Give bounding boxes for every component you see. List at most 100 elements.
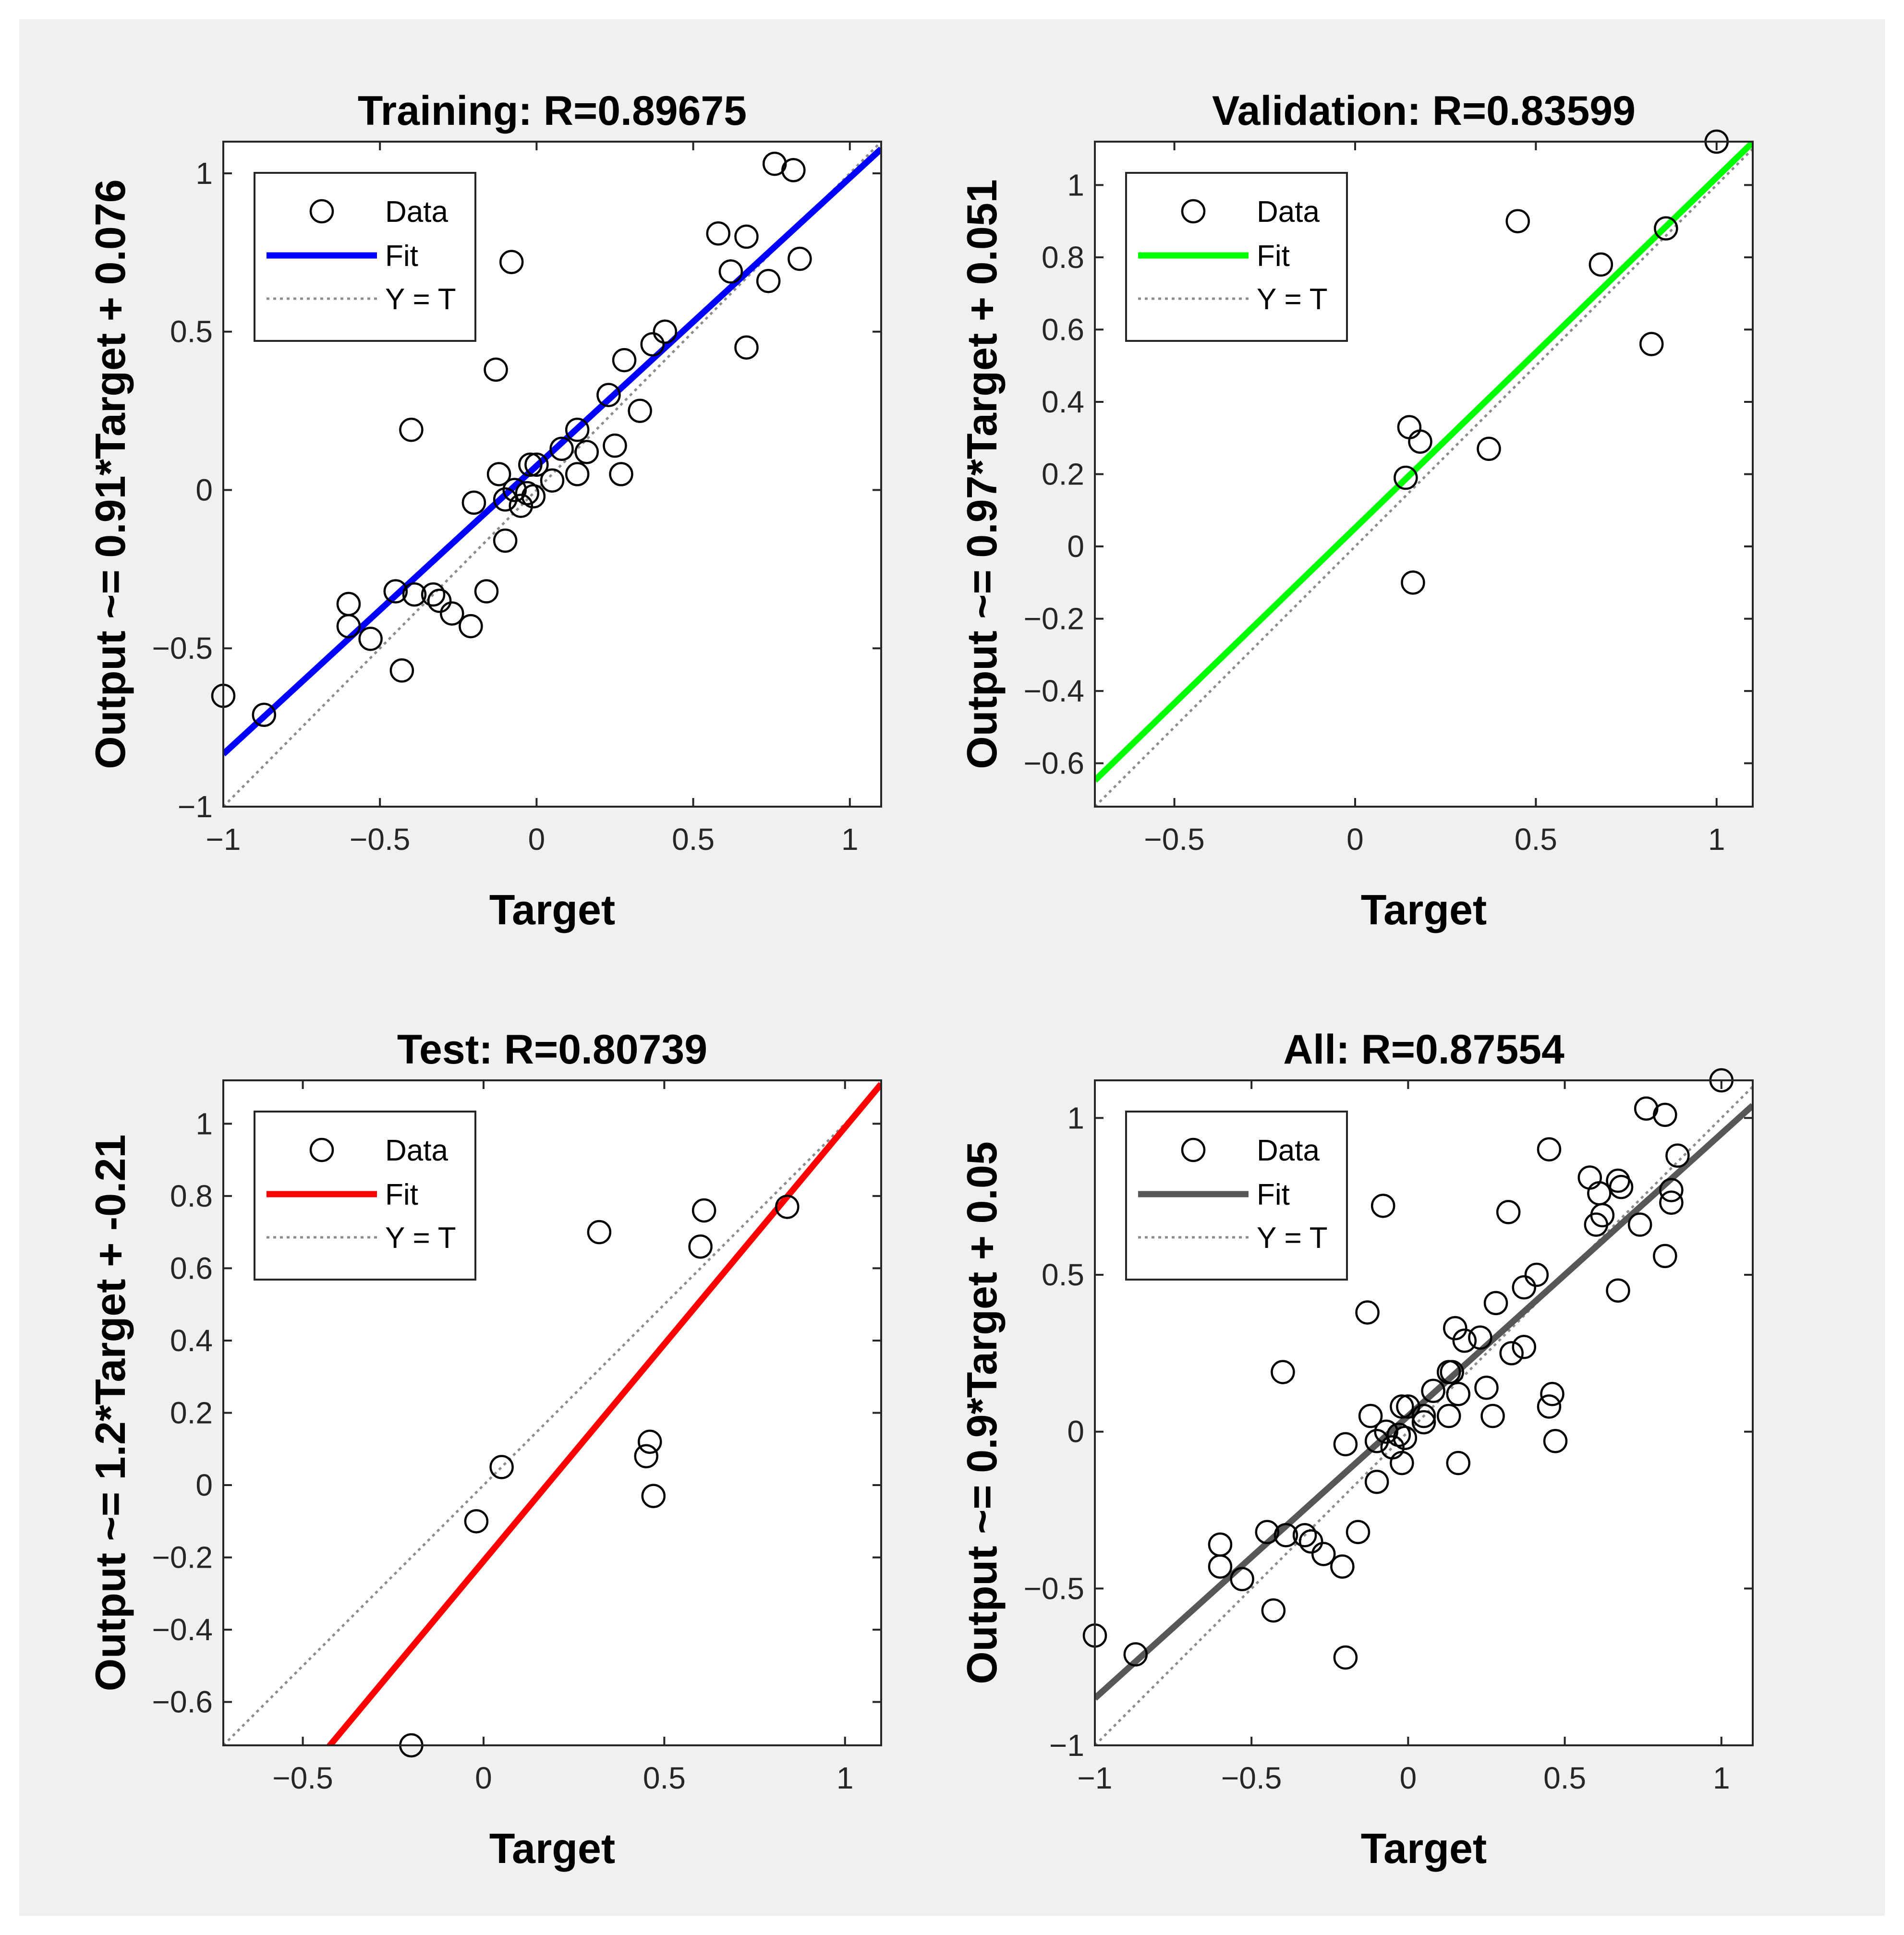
- data-point: [1440, 1360, 1464, 1384]
- legend-fit-label: Fit: [385, 240, 418, 273]
- legend: Data Fit Y = T: [254, 1111, 476, 1281]
- data-point: [596, 383, 621, 407]
- data-point: [1421, 1379, 1445, 1403]
- data-point: [402, 582, 427, 607]
- y-tick-label: −0.2: [152, 1540, 213, 1575]
- legend: Data Fit Y = T: [1125, 172, 1348, 342]
- fit-line: [326, 1082, 881, 1745]
- x-axis-label: Target: [489, 886, 615, 933]
- data-point: [461, 490, 486, 515]
- data-point: [756, 268, 781, 293]
- fit-line: [223, 146, 881, 757]
- identity-line: [1095, 1086, 1753, 1745]
- y-tick-label: 1: [1067, 168, 1084, 202]
- data-point: [1364, 1429, 1389, 1453]
- data-point: [540, 468, 565, 493]
- data-point: [1208, 1554, 1233, 1579]
- data-point: [474, 579, 499, 604]
- data-point: [1653, 1102, 1677, 1127]
- data-point: [641, 1484, 666, 1508]
- chart-panel-1: −1 −0.5 0 0.5 1 −1 −0.5 0 0.5 1 Training: R=0.8967…: [86, 88, 882, 933]
- x-tick-label: −1: [206, 822, 241, 857]
- data-point: [609, 462, 633, 486]
- data-point: [1474, 1375, 1499, 1400]
- data-point: [493, 487, 518, 512]
- data-point: [489, 1455, 514, 1479]
- data-point: [688, 1234, 713, 1259]
- y-tick-label: −1: [178, 789, 213, 824]
- data-point: [464, 1509, 489, 1534]
- y-tick-label: 0.5: [170, 314, 213, 349]
- y-tick-label: 0: [1067, 1415, 1084, 1449]
- data-point: [358, 627, 383, 651]
- data-point: [252, 702, 277, 727]
- data-point: [1370, 1194, 1395, 1218]
- x-tick-label: 0: [1400, 1761, 1417, 1795]
- data-point: [637, 1429, 662, 1454]
- data-point: [509, 494, 534, 518]
- regression-plots: −1 −0.5 0 0.5 1 −1 −0.5 0 0.5 1 Training: R=0.8967…: [86, 88, 1754, 1872]
- y-tick-label: −0.6: [152, 1685, 213, 1719]
- chart-panel-2: −0.5 0 0.5 1 −0.6 −0.4 −0.2 0 0.2 0.4 0.6 0.8 1 Valid…: [958, 88, 1754, 933]
- y-tick-label: −0.4: [1024, 674, 1084, 708]
- data-point: [1543, 1429, 1568, 1453]
- data-point: [1505, 209, 1530, 233]
- y-axis-label: Output ~= 1.2*Target + -0.21: [86, 1135, 134, 1692]
- data-point: [565, 417, 590, 442]
- data-point: [1390, 1394, 1414, 1419]
- data-point: [1654, 216, 1678, 241]
- data-point: [1609, 1174, 1634, 1199]
- legend-data-label: Data: [1257, 1134, 1320, 1167]
- y-tick-label: 0.2: [170, 1396, 213, 1430]
- x-axis-label: Target: [1361, 886, 1487, 933]
- data-point: [1355, 1300, 1380, 1325]
- chart-title: Test: R=0.80739: [397, 1027, 707, 1073]
- x-tick-label: 0.5: [643, 1761, 686, 1795]
- x-axis-label: Target: [489, 1825, 615, 1872]
- data-point: [1452, 1328, 1477, 1353]
- data-point: [1446, 1451, 1471, 1475]
- data-point: [691, 1198, 716, 1223]
- y-tick-label: 0.6: [170, 1251, 213, 1285]
- legend-fit-label: Fit: [385, 1178, 418, 1211]
- data-point: [1333, 1432, 1358, 1457]
- data-point: [1653, 1244, 1677, 1269]
- chart-title: Training: R=0.89675: [358, 88, 747, 134]
- data-point: [1358, 1403, 1383, 1428]
- data-point: [1659, 1190, 1684, 1215]
- identity-line: [223, 142, 881, 807]
- data-point: [1255, 1520, 1280, 1545]
- y-tick-label: 1: [195, 1106, 213, 1141]
- legend-fit-label: Fit: [1257, 240, 1290, 273]
- y-tick-label: 1: [1067, 1101, 1084, 1135]
- y-tick-label: 0: [195, 472, 213, 507]
- y-tick-label: 0.8: [170, 1179, 213, 1213]
- x-tick-label: 1: [837, 1761, 854, 1795]
- data-point: [1394, 465, 1418, 490]
- data-point: [1665, 1143, 1690, 1168]
- x-tick-label: −0.5: [1144, 822, 1204, 857]
- data-point: [587, 1220, 612, 1245]
- x-tick-label: 0: [1346, 822, 1364, 857]
- fit-line: [1095, 142, 1753, 783]
- data-point: [549, 436, 574, 461]
- x-axis-label: Target: [1361, 1825, 1487, 1872]
- data-point: [1606, 1278, 1630, 1303]
- x-tick-label: 1: [841, 822, 859, 857]
- data-point: [1230, 1567, 1254, 1591]
- data-point: [1333, 1645, 1358, 1670]
- data-point: [1540, 1382, 1564, 1406]
- data-point: [1346, 1520, 1370, 1545]
- y-axis-label: Output ~= 0.97*Target + 0.051: [958, 179, 1006, 769]
- y-tick-label: −0.2: [1024, 602, 1084, 636]
- data-point: [1408, 429, 1432, 454]
- data-point: [518, 452, 543, 477]
- y-tick-label: 0: [1067, 529, 1084, 564]
- data-point: [1659, 1178, 1684, 1202]
- data-point: [628, 399, 652, 423]
- data-point: [1411, 1410, 1436, 1435]
- y-tick-label: −1: [1049, 1728, 1084, 1763]
- data-point: [1401, 570, 1425, 595]
- data-point: [1436, 1403, 1461, 1428]
- y-tick-label: 0.5: [1042, 1258, 1084, 1292]
